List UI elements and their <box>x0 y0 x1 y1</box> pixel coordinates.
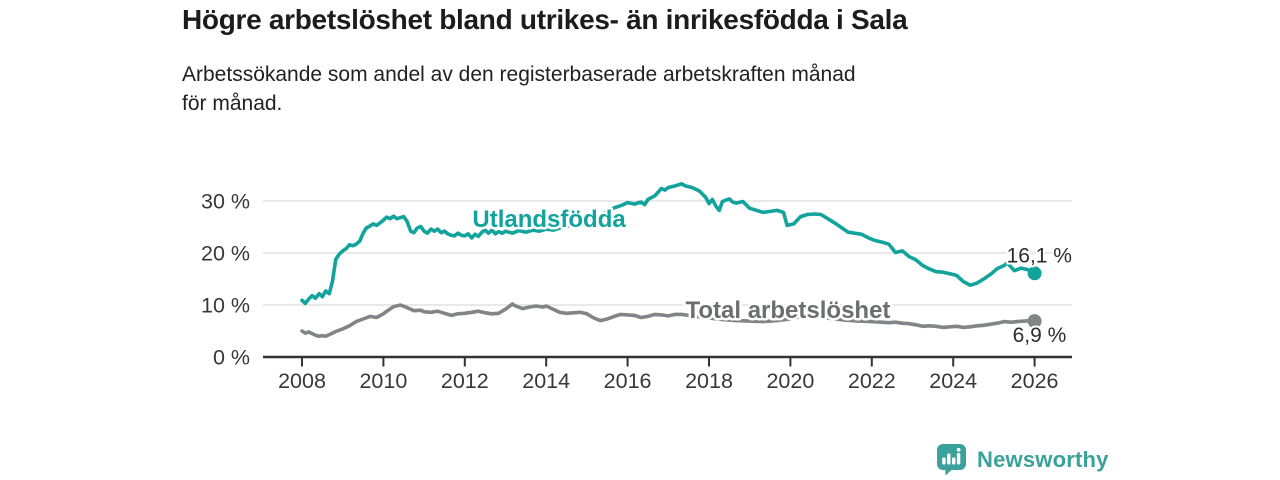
series-label-0: Utlandsfödda <box>472 206 626 233</box>
svg-text:2024: 2024 <box>929 369 977 393</box>
svg-text:2020: 2020 <box>766 369 814 393</box>
svg-text:20 %: 20 % <box>201 242 250 266</box>
brand-name: Newsworthy <box>977 446 1109 472</box>
end-value-label-0: 16,1 % <box>1007 244 1072 267</box>
page-title: Högre arbetslöshet bland utrikes- än inr… <box>182 4 908 35</box>
series-end-dot-0 <box>1027 266 1042 281</box>
series-label-1: Total arbetslöshet <box>685 297 890 324</box>
brand-footer-link[interactable]: Newsworthy <box>936 443 1109 476</box>
series-end-dot-1 <box>1027 314 1042 329</box>
x-axis: 2008 2010 2012 2014 2016 2018 2020 2022 2024 2026 <box>263 355 1072 393</box>
newsworthy-logo-icon <box>936 443 967 476</box>
end-value-label-1: 6,9 % <box>1013 324 1067 347</box>
logo-bubble-shape <box>937 444 966 476</box>
chart-subtitle: Arbetssökande som andel av den registerb… <box>182 63 856 116</box>
svg-text:10 %: 10 % <box>201 294 250 318</box>
series-line-1 <box>300 302 1037 339</box>
gridlines <box>263 200 1072 306</box>
svg-text:2012: 2012 <box>441 369 489 393</box>
svg-text:2008: 2008 <box>278 369 326 393</box>
svg-text:2014: 2014 <box>522 369 570 393</box>
series-lines <box>300 182 1037 339</box>
svg-text:2018: 2018 <box>685 369 733 393</box>
svg-text:2026: 2026 <box>1011 369 1059 393</box>
svg-text:2010: 2010 <box>359 369 407 393</box>
svg-text:2016: 2016 <box>604 369 652 393</box>
svg-text:0 %: 0 % <box>213 346 250 370</box>
y-axis-tick-labels: 0 % 10 % 20 % 30 % <box>201 190 250 370</box>
svg-text:30 %: 30 % <box>201 190 250 214</box>
svg-text:2022: 2022 <box>848 369 896 393</box>
series-line-0 <box>300 182 1037 306</box>
